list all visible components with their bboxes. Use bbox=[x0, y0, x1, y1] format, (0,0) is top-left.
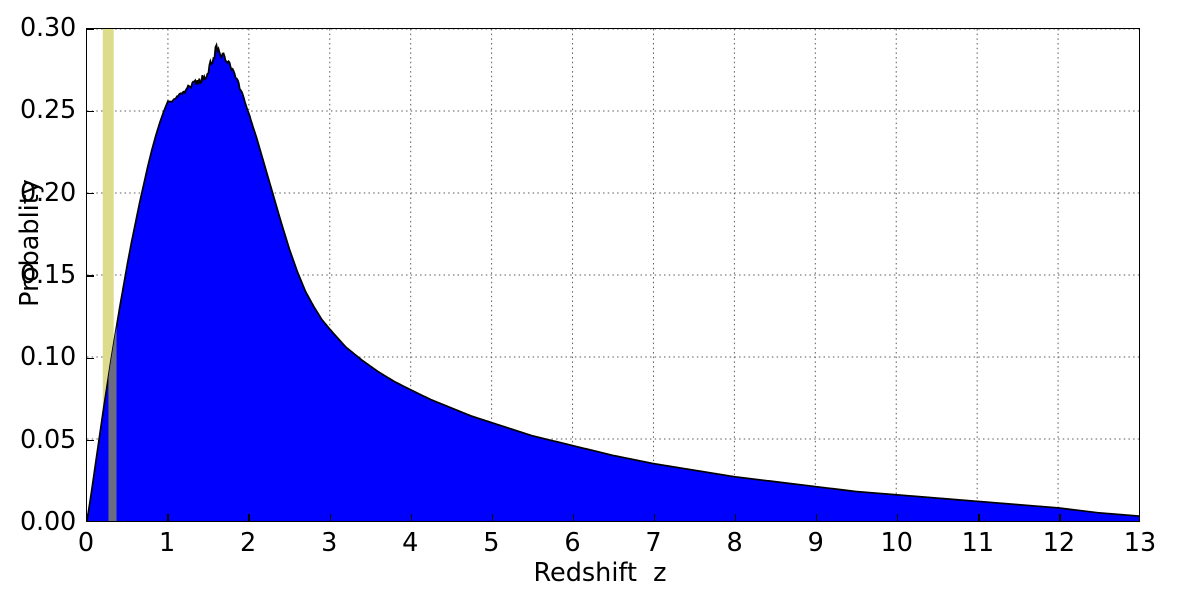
x-tick-label: 11 bbox=[961, 528, 995, 558]
x-tick-mark bbox=[572, 514, 575, 521]
x-tick-label: 0 bbox=[77, 528, 95, 558]
x-tick-label: 13 bbox=[1123, 528, 1157, 558]
x-tick-label: 2 bbox=[240, 528, 257, 558]
y-tick-mark bbox=[87, 29, 94, 30]
x-tick-label: 3 bbox=[321, 528, 338, 558]
y-axis-title: Probablity bbox=[15, 179, 45, 307]
x-tick-mark bbox=[167, 514, 169, 521]
y-tick-label: 0.30 bbox=[20, 13, 76, 43]
y-tick-mark bbox=[87, 439, 94, 442]
x-tick-label: 4 bbox=[402, 528, 419, 558]
y-tick-mark bbox=[87, 275, 94, 277]
x-tick-mark bbox=[978, 514, 980, 521]
grey-marker-band bbox=[108, 315, 117, 521]
x-tick-label: 1 bbox=[158, 528, 176, 558]
x-tick-mark bbox=[87, 514, 88, 521]
y-tick-label: 0.15 bbox=[20, 260, 76, 290]
x-tick-label: 10 bbox=[880, 528, 913, 558]
x-tick-label: 5 bbox=[483, 528, 500, 558]
y-tick-mark bbox=[87, 192, 94, 195]
y-tick-mark bbox=[87, 357, 94, 360]
x-tick-mark bbox=[329, 514, 331, 521]
x-tick-label: 12 bbox=[1042, 528, 1076, 558]
plot-area bbox=[86, 28, 1140, 522]
x-tick-label: 6 bbox=[564, 528, 581, 558]
x-tick-mark bbox=[653, 514, 656, 521]
x-axis-title: Redshift z bbox=[533, 558, 667, 588]
x-tick-mark bbox=[897, 514, 899, 521]
x-tick-mark bbox=[734, 514, 737, 521]
y-tick-label: 0.20 bbox=[20, 177, 76, 208]
y-tick-labels: 0.00 0.05 0.10 0.15 0.20 0.25 0.30 bbox=[0, 0, 76, 600]
x-tick-label: 8 bbox=[726, 528, 743, 558]
x-tick-mark bbox=[410, 514, 412, 521]
x-tick-mark bbox=[815, 514, 818, 521]
x-tick-mark bbox=[1059, 514, 1061, 521]
x-tick-label: 7 bbox=[645, 528, 662, 558]
highlight-bands bbox=[108, 315, 117, 521]
y-tick-label: 0.10 bbox=[20, 342, 76, 373]
yellow-highlight-band bbox=[102, 29, 114, 521]
x-tick-mark bbox=[248, 514, 250, 521]
probability-curve bbox=[87, 42, 1139, 521]
y-tick-label: 0.00 bbox=[20, 507, 76, 537]
y-tick-label: 0.05 bbox=[20, 424, 76, 455]
y-tick-label: 0.25 bbox=[20, 95, 76, 126]
x-tick-mark bbox=[491, 514, 494, 521]
y-tick-mark bbox=[87, 110, 94, 113]
gridlines bbox=[87, 29, 1139, 521]
x-tick-label: 9 bbox=[807, 528, 824, 558]
